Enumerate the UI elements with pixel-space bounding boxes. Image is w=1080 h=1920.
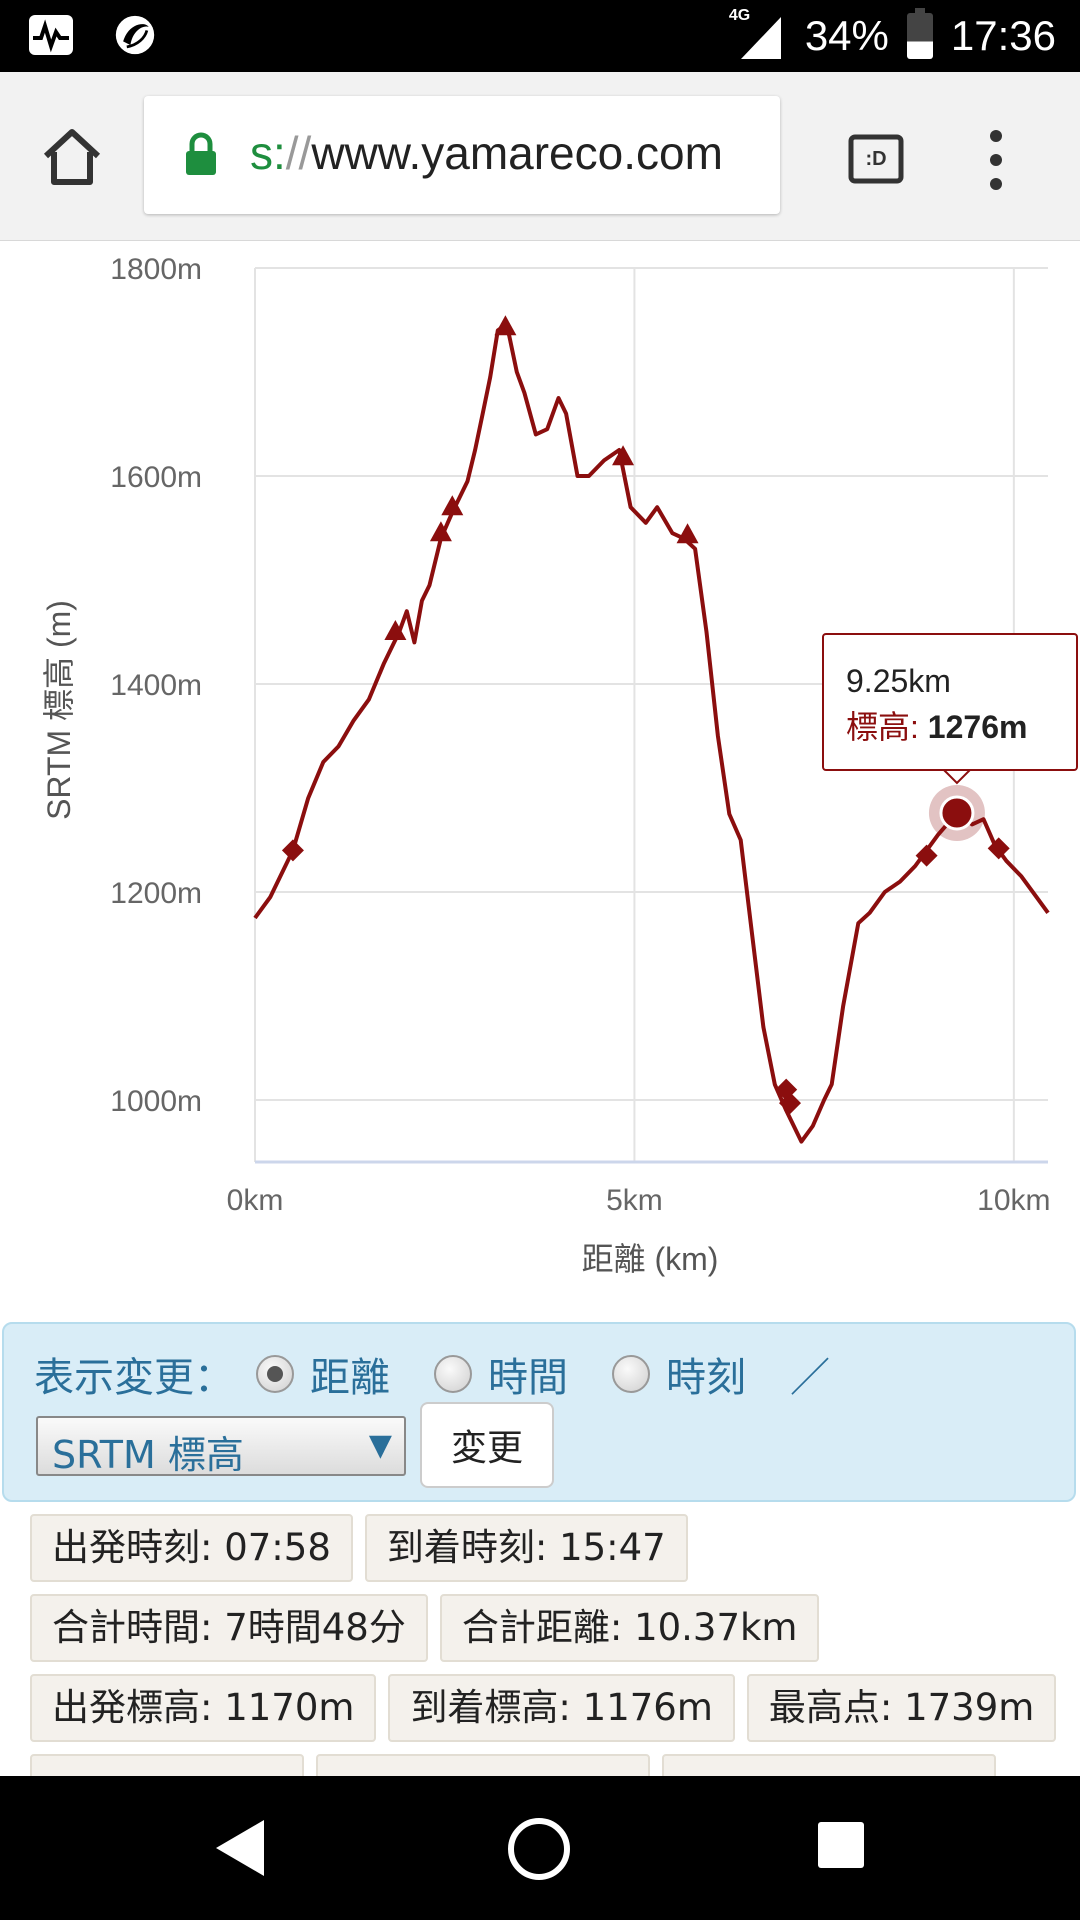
home-icon[interactable] — [40, 124, 104, 188]
y-axis-title: SRTM 標高 (m) — [41, 600, 77, 820]
browser-toolbar: s://www.yamareco.com :D — [0, 72, 1080, 241]
clock: 17:36 — [950, 12, 1056, 59]
more-vert-icon[interactable] — [985, 128, 1007, 192]
highlight-point — [928, 784, 985, 841]
tooltip: 9.25km 標高: 1276m — [822, 633, 1078, 785]
tab-switcher-icon[interactable]: :D — [848, 134, 904, 184]
diamond-marker — [987, 837, 1010, 860]
display-change-panel: 表示変更： 距離 時間 時刻 ／ SRTM 標高 ▼ 変更 — [2, 1322, 1076, 1502]
back-icon[interactable] — [212, 1816, 268, 1880]
url-host: www.yamareco.com — [311, 127, 723, 179]
tab-switcher-label: :D — [865, 148, 887, 170]
tooltip-elevation: 標高: 1276m — [846, 709, 1027, 745]
x-tick-label: 0km — [227, 1184, 284, 1217]
chart-grid — [254, 267, 1048, 1164]
url-scheme: s: — [250, 127, 286, 179]
radio-distance-label[interactable]: 距離 — [310, 1355, 390, 1401]
status-bar: 4G 34% 17:36 — [0, 0, 1080, 72]
elevation-line — [253, 323, 1050, 1144]
navigation-bar — [0, 1776, 1080, 1920]
diamond-marker — [915, 844, 938, 867]
stat-highest-point: 最高点: 1739m — [746, 1674, 1057, 1742]
triangle-marker — [384, 620, 407, 640]
triangle-marker — [429, 521, 452, 542]
tooltip-distance: 9.25km — [846, 663, 951, 699]
elevation-chart[interactable]: 1000m 1200m 1400m 1600m 1800m 0km 5km 10km SRT… — [0, 240, 1080, 1300]
tooltip-box — [822, 633, 1078, 771]
diamond-marker — [778, 1092, 801, 1115]
waypoint-markers — [281, 315, 1010, 1115]
stat-total-distance: 合計距離: 10.37km — [439, 1594, 820, 1662]
y-tick-label: 1600m — [110, 461, 202, 494]
stat-departure-time: 出発時刻: 07:58 — [30, 1514, 353, 1582]
triangle-marker — [612, 445, 635, 466]
stat-arrival-time: 到着時刻: 15:47 — [364, 1514, 688, 1582]
y-tick-label: 1400m — [110, 669, 202, 702]
tooltip-elevation-label: 標高: — [846, 709, 928, 745]
triangle-marker — [441, 495, 464, 516]
highlight-dot — [939, 795, 975, 831]
tooltip-elevation-value: 1276m — [928, 709, 1028, 745]
separator: ／ — [790, 1355, 830, 1401]
activity-monitor-icon — [29, 15, 73, 55]
battery-percent: 34% — [804, 12, 889, 59]
radio-time-label[interactable]: 時間 — [488, 1355, 568, 1401]
radio-distance[interactable] — [256, 1355, 294, 1393]
stat-arrival-elevation: 到着標高: 1176m — [388, 1674, 735, 1742]
triangle-marker — [494, 315, 517, 336]
x-tick-label: 5km — [606, 1184, 663, 1217]
address-bar[interactable]: s://www.yamareco.com — [144, 96, 780, 214]
y-tick-label: 1800m — [110, 253, 202, 286]
url-slashes: // — [285, 127, 312, 179]
app-swirl-icon — [115, 15, 155, 55]
x-axis-labels: 0km 5km 10km — [227, 1184, 1051, 1217]
radio-clock[interactable] — [612, 1355, 650, 1393]
signal-icon: 4G — [729, 7, 787, 61]
lock-icon — [186, 132, 216, 175]
network-type: 4G — [728, 7, 751, 24]
x-axis-title: 距離 (km) — [582, 1241, 719, 1277]
y-tick-label: 1200m — [110, 877, 202, 910]
url-text[interactable]: s://www.yamareco.com — [250, 126, 723, 180]
radio-time[interactable] — [434, 1355, 472, 1393]
stat-total-time: 合計時間: 7時間48分 — [30, 1594, 428, 1662]
radio-clock-label[interactable]: 時刻 — [666, 1355, 746, 1401]
x-tick-label: 10km — [977, 1184, 1050, 1217]
triangle-marker — [676, 523, 699, 544]
display-change-label: 表示変更： — [34, 1355, 234, 1401]
tooltip-arrow — [940, 768, 974, 785]
elevation-source-select[interactable]: SRTM 標高 ▼ — [36, 1416, 406, 1477]
battery-icon — [906, 8, 933, 59]
recents-icon[interactable] — [818, 1822, 864, 1868]
chevron-down-icon: ▼ — [368, 1428, 392, 1463]
y-tick-label: 1000m — [110, 1085, 202, 1118]
y-axis-labels: 1000m 1200m 1400m 1600m 1800m — [110, 253, 202, 1118]
change-button[interactable]: 変更 — [420, 1402, 554, 1488]
select-value: SRTM 標高 — [52, 1433, 244, 1477]
diamond-marker — [281, 839, 304, 862]
home-circle-icon[interactable] — [506, 1816, 572, 1882]
stat-departure-elevation: 出発標高: 1170m — [30, 1674, 377, 1742]
